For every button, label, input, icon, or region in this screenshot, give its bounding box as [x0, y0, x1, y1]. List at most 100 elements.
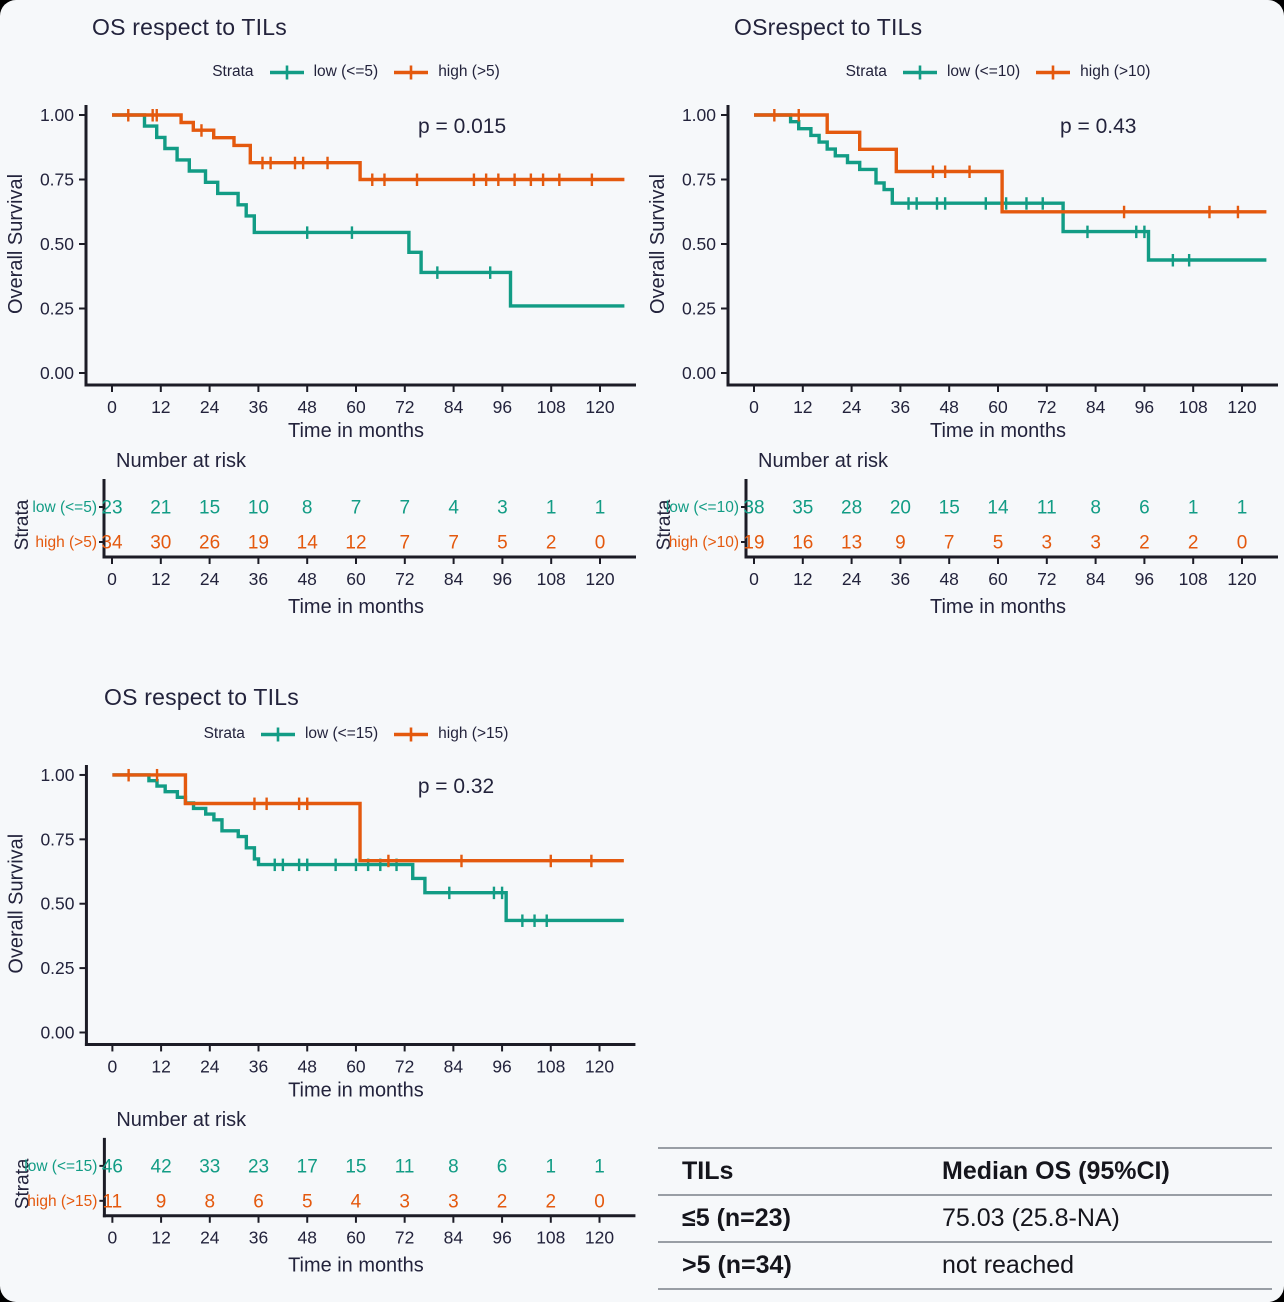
- risk-row-label: low (<=10): [666, 499, 739, 516]
- os-table-header-cell: Median OS (95%CI): [942, 1157, 1170, 1185]
- risk-x-tick-label: 0: [107, 569, 117, 589]
- risk-x-axis-title: Time in months: [930, 596, 1066, 618]
- risk-count: 9: [156, 1192, 167, 1213]
- risk-count: 7: [448, 533, 459, 554]
- os-table-cell: ≤5 (n=23): [682, 1204, 791, 1232]
- y-tick-label: 1.00: [40, 105, 74, 125]
- risk-count: 7: [400, 498, 411, 519]
- risk-count: 2: [546, 533, 557, 554]
- x-tick-label: 36: [249, 1056, 268, 1076]
- risk-x-tick-label: 12: [151, 1228, 170, 1248]
- risk-x-tick-label: 12: [793, 569, 812, 589]
- y-axis-title: Overall Survival: [647, 174, 669, 314]
- x-tick-label: 120: [585, 1056, 614, 1076]
- risk-row-label: high (>5): [35, 534, 97, 551]
- risk-x-tick-label: 120: [1227, 569, 1256, 589]
- x-tick-label: 96: [1135, 397, 1154, 417]
- risk-count: 3: [399, 1192, 410, 1213]
- risk-count: 2: [546, 1192, 557, 1213]
- legend-item-label: low (<=5): [313, 63, 379, 80]
- risk-count: 4: [448, 498, 459, 519]
- legend: Strata low (<=10) high (>10): [642, 63, 1284, 81]
- risk-x-tick-label: 36: [249, 569, 268, 589]
- y-tick-label: 1.00: [40, 765, 74, 785]
- risk-count: 3: [1090, 533, 1101, 554]
- risk-x-tick-label: 84: [444, 1228, 464, 1248]
- risk-count: 12: [345, 533, 366, 554]
- km-plot: p = 0.32 0.00 0.25 0.50 0.75 1.00 0 12 24 36 48 60 7…: [6, 765, 636, 1100]
- x-tick-label: 84: [444, 397, 464, 417]
- risk-count: 34: [101, 533, 123, 554]
- km-curve-low: [112, 113, 625, 308]
- risk-count: 15: [345, 1157, 366, 1178]
- risk-strata-label: Strata: [12, 499, 33, 550]
- risk-count: 1: [595, 498, 606, 519]
- y-tick-label: 0.00: [40, 363, 74, 383]
- risk-x-tick-label: 72: [395, 569, 414, 589]
- legend-title: Strata: [212, 63, 254, 80]
- risk-count: 4: [351, 1192, 362, 1213]
- risk-title: Number at risk: [116, 450, 247, 472]
- legend-item-label: high (>5): [438, 63, 500, 80]
- risk-count: 15: [199, 498, 220, 519]
- legend: Strata low (<=5) high (>5): [0, 63, 642, 81]
- km-curve-low: [754, 113, 1267, 262]
- risk-count: 14: [297, 533, 319, 554]
- x-axis-title: Time in months: [288, 420, 424, 441]
- risk-count: 8: [205, 1192, 216, 1213]
- risk-x-tick-label: 0: [749, 569, 759, 589]
- x-tick-label: 24: [200, 1056, 220, 1076]
- os-table-header-row: TILs Median OS (95%CI): [658, 1148, 1272, 1195]
- risk-strata-label: Strata: [654, 499, 675, 550]
- legend-item-label: low (<=10): [946, 63, 1021, 80]
- risk-count: 7: [400, 533, 411, 554]
- risk-count: 46: [102, 1157, 123, 1178]
- risk-row-label: high (>10): [669, 534, 739, 551]
- median-os-table-head: TILs Median OS (95%CI): [658, 1148, 1272, 1195]
- x-tick-label: 108: [536, 1056, 565, 1076]
- risk-x-tick-label: 60: [346, 1228, 366, 1248]
- x-tick-label: 60: [988, 397, 1008, 417]
- risk-title: Number at risk: [116, 1109, 246, 1131]
- km-panel-tils15: OS respect to TILs Strata low (<=15) high…: [0, 676, 642, 1302]
- y-tick-label: 0.75: [40, 829, 74, 849]
- os-table-row: ≤5 (n=23) 75.03 (25.8-NA): [658, 1195, 1272, 1242]
- km-panel-tils10: OSrespect to TILs Strata low (<=10) high …: [642, 0, 1284, 676]
- x-axis-title: Time in months: [930, 420, 1066, 441]
- panel-title: OS respect to TILs: [92, 14, 287, 40]
- x-tick-label: 12: [151, 1056, 170, 1076]
- risk-x-tick-label: 48: [297, 569, 316, 589]
- risk-count: 28: [841, 498, 862, 519]
- km-curve-high: [112, 773, 624, 863]
- risk-count: 19: [248, 533, 269, 554]
- km-curve-high: [754, 113, 1267, 214]
- risk-x-tick-label: 48: [939, 569, 958, 589]
- legend: Strata low (<=15) high (>15): [0, 725, 642, 743]
- risk-count: 3: [497, 498, 508, 519]
- y-tick-label: 0.25: [682, 299, 716, 319]
- x-tick-label: 24: [842, 397, 862, 417]
- risk-count: 2: [497, 1192, 508, 1213]
- legend-item-low: low (<=5): [268, 63, 379, 81]
- y-tick-label: 0.50: [40, 234, 74, 254]
- x-tick-label: 84: [1086, 397, 1106, 417]
- risk-count: 30: [150, 533, 171, 554]
- risk-x-tick-label: 24: [842, 569, 862, 589]
- y-tick-label: 0.50: [682, 234, 716, 254]
- km-curve-high: [112, 113, 625, 182]
- risk-count: 5: [497, 533, 508, 554]
- median-os-table: TILs Median OS (95%CI) ≤5 (n=23) 75.03 (25…: [658, 1147, 1272, 1290]
- risk-count: 3: [448, 1192, 459, 1213]
- risk-count: 7: [944, 533, 955, 554]
- x-tick-label: 72: [395, 397, 414, 417]
- risk-x-tick-label: 0: [108, 1228, 118, 1248]
- risk-x-axis-title: Time in months: [288, 596, 424, 618]
- legend-key-icon: [394, 65, 429, 80]
- legend-title: Strata: [845, 63, 887, 80]
- x-tick-label: 72: [395, 1056, 414, 1076]
- risk-count: 9: [895, 533, 906, 554]
